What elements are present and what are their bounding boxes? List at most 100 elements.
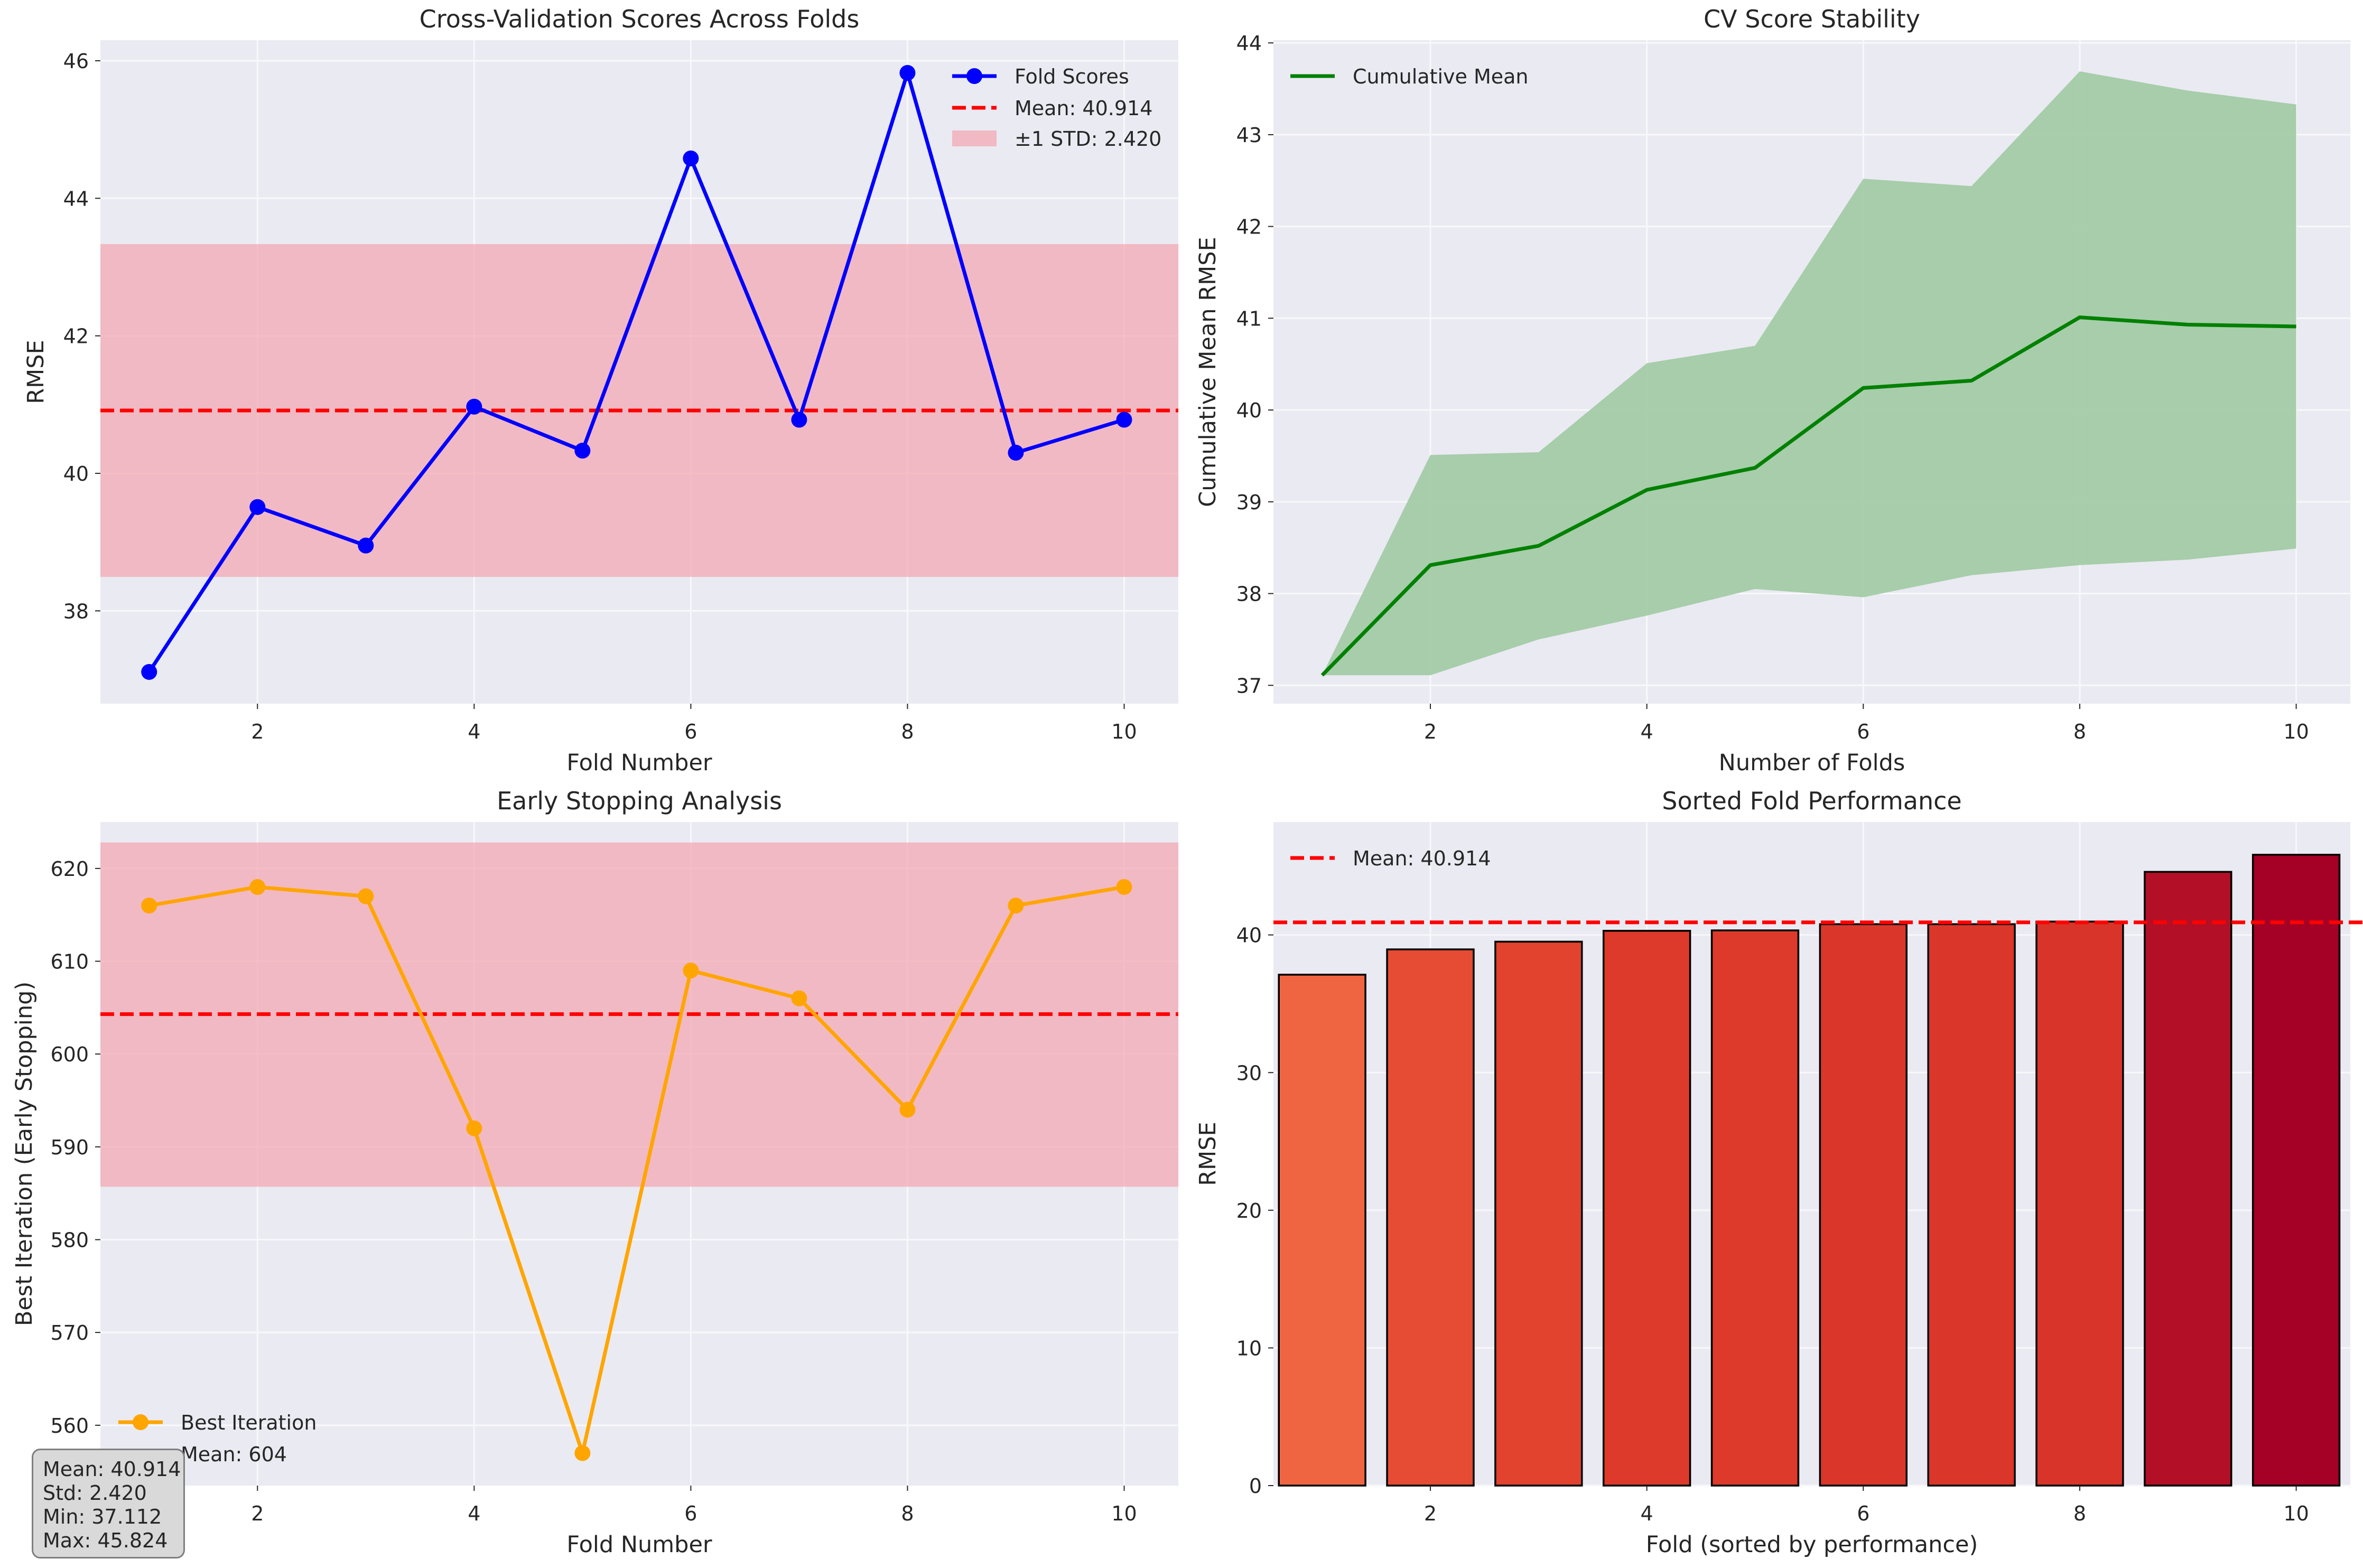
x-tick-label: 10 [1111, 720, 1137, 743]
y-tick-label: 10 [1236, 1337, 1262, 1360]
y-tick-label: 46 [63, 50, 89, 73]
x-tick-label: 2 [251, 720, 264, 743]
data-point-8 [899, 64, 916, 81]
chart-title: Sorted Fold Performance [1662, 787, 1961, 815]
y-tick-label: 38 [1236, 583, 1262, 606]
chart-title: Early Stopping Analysis [497, 787, 782, 815]
bar-fold-3 [1494, 940, 1583, 1487]
legend-patch-swatch [952, 130, 997, 146]
y-tick-label: 610 [50, 950, 89, 973]
bar-fold-6 [1819, 923, 1908, 1487]
data-point-1 [141, 898, 157, 914]
y-tick-label: 44 [1236, 32, 1262, 55]
data-point-8 [899, 1102, 916, 1118]
stats-max: Max: 45.824 [43, 1529, 168, 1552]
bar-fold-1 [1278, 974, 1366, 1487]
data-point-3 [358, 537, 374, 554]
y-tick-label: 0 [1249, 1474, 1262, 1498]
legend-marker-swatch [133, 1414, 148, 1430]
std-area [1322, 71, 2296, 676]
data-point-7 [791, 412, 807, 428]
x-tick-label: 8 [901, 1502, 914, 1525]
data-point-3 [358, 888, 374, 904]
y-tick-label: 40 [1236, 924, 1262, 947]
x-tick-label: 10 [2283, 1502, 2309, 1525]
data-point-7 [791, 990, 807, 1006]
legend-4: Mean: 40.914 [1290, 847, 1491, 870]
y-axis-label: RMSE [1195, 1122, 1221, 1186]
chart-panel-3: 2 4 6 8 10 560 570 580 590 600 610 620 Early Stoppin… [11, 787, 1178, 1558]
y-tick-label: 570 [50, 1321, 89, 1345]
bar-fold-7 [1927, 923, 2016, 1487]
y-tick-label: 39 [1236, 491, 1262, 514]
x-tick-label: 10 [2283, 720, 2309, 743]
x-tick-label: 8 [901, 720, 914, 743]
y-tick-label: 37 [1236, 674, 1262, 697]
legend-label: ±1 STD: 2.420 [1015, 127, 1161, 151]
stats-mean: Mean: 40.914 [43, 1458, 181, 1481]
bar-fold-8 [2035, 920, 2124, 1487]
y-tick-label: 42 [63, 325, 89, 348]
x-axis-label: Fold (sorted by performance) [1646, 1532, 1978, 1558]
bar-fold-9 [2144, 871, 2232, 1487]
x-tick-label: 6 [684, 720, 697, 743]
x-tick-label: 2 [1424, 720, 1437, 743]
legend-label: Best Iteration [181, 1411, 317, 1434]
x-tick-label: 6 [684, 1502, 697, 1525]
y-tick-label: 620 [50, 857, 89, 881]
legend-1: Fold Scores Mean: 40.914 ±1 STD: 2.420 [952, 65, 1161, 151]
data-point-9 [1008, 898, 1024, 914]
series-line-1 [147, 71, 1125, 673]
data-point-4 [466, 398, 482, 415]
data-point-4 [466, 1120, 482, 1136]
y-tick-label: 42 [1236, 216, 1262, 239]
stats-std: Std: 2.420 [43, 1481, 147, 1505]
y-tick-label: 43 [1236, 124, 1262, 147]
chart-panel-2: 2 4 6 8 10 37 38 39 40 41 42 43 44 CV Score Stability… [1195, 5, 2350, 776]
data-point-2 [249, 879, 266, 895]
y-tick-label: 580 [50, 1228, 89, 1252]
y-tick-label: 20 [1236, 1199, 1262, 1222]
bar-fold-5 [1710, 929, 1800, 1487]
y-tick-label: 30 [1236, 1061, 1262, 1085]
x-axis-label: Number of Folds [1719, 750, 1905, 776]
x-tick-label: 10 [1111, 1502, 1137, 1525]
legend-label: Mean: 40.914 [1353, 847, 1491, 870]
y-tick-label: 590 [50, 1136, 89, 1159]
legend-label: Mean: 604 [181, 1443, 287, 1466]
y-tick-label: 560 [50, 1414, 89, 1438]
data-point-6 [683, 963, 699, 979]
bar-fold-4 [1602, 930, 1691, 1487]
x-tick-label: 4 [468, 720, 480, 743]
x-tick-label: 8 [2073, 1502, 2086, 1525]
y-tick-label: 38 [63, 600, 89, 623]
data-point-10 [1116, 412, 1132, 428]
x-tick-label: 6 [1857, 1502, 1869, 1525]
stats-min: Min: 37.112 [43, 1505, 162, 1528]
stats-box: Mean: 40.914 Std: 2.420 Min: 37.112 Max:… [32, 1449, 185, 1558]
chart-title: Cross-Validation Scores Across Folds [420, 5, 860, 33]
data-point-1 [141, 664, 157, 680]
x-tick-label: 2 [1424, 1502, 1437, 1525]
x-tick-label: 4 [1641, 720, 1653, 743]
bar-fold-10 [2252, 854, 2341, 1487]
y-tick-label: 40 [63, 462, 89, 486]
legend-label: Mean: 40.914 [1015, 97, 1152, 120]
series-line-1 [148, 885, 1125, 1455]
legend-marker-swatch [966, 68, 982, 84]
y-tick-label: 40 [1236, 399, 1262, 422]
y-axis-label: RMSE [23, 340, 49, 404]
y-tick-label: 41 [1236, 307, 1262, 330]
y-axis-label: Cumulative Mean RMSE [1195, 237, 1221, 507]
x-axis-label: Fold Number [566, 1532, 712, 1558]
data-point-6 [683, 150, 699, 166]
y-tick-label: 44 [63, 187, 89, 210]
x-tick-label: 4 [468, 1502, 480, 1525]
chart-panel-4: 2 4 6 8 10 0 10 20 30 40 Sorted Fold Performance Fo… [1195, 787, 2363, 1558]
chart-title: CV Score Stability [1704, 5, 1920, 33]
x-tick-label: 2 [251, 1502, 264, 1525]
legend-2: Cumulative Mean [1290, 65, 1529, 88]
data-point-2 [249, 499, 266, 515]
x-tick-label: 6 [1857, 720, 1869, 743]
